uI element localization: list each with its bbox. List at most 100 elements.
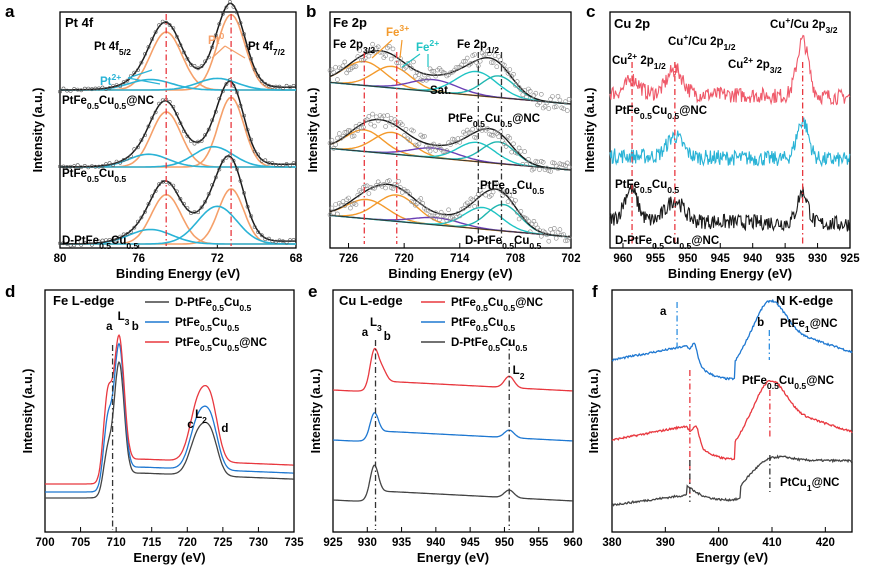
data-point <box>366 53 372 59</box>
data-point <box>416 72 422 77</box>
data-point <box>146 202 151 206</box>
data-point <box>524 95 529 100</box>
x-tick-label: 708 <box>506 253 526 265</box>
data-point <box>527 89 533 94</box>
data-point <box>553 104 559 109</box>
annotation-fe3plus: Fe3+ <box>386 23 409 39</box>
data-point <box>466 203 472 208</box>
data-point <box>507 192 513 198</box>
data-point <box>537 100 542 105</box>
data-point <box>284 83 289 88</box>
spectrum-line <box>609 183 851 232</box>
data-point <box>542 104 548 109</box>
data-point <box>277 163 282 168</box>
data-point <box>284 162 289 166</box>
data-point <box>132 147 137 152</box>
data-point <box>442 212 448 218</box>
data-point <box>520 92 526 97</box>
data-point <box>529 97 535 102</box>
data-point <box>335 135 340 141</box>
data-point <box>331 69 337 75</box>
annotation-fe2plus: Fe2+ <box>416 38 439 54</box>
data-point <box>472 135 477 140</box>
panel-c-frame <box>609 11 851 249</box>
fit-envelope-line <box>329 183 571 238</box>
panel-a-frame <box>59 11 297 249</box>
data-point <box>111 84 116 89</box>
data-point <box>199 139 204 143</box>
data-point <box>364 183 370 189</box>
data-point <box>157 101 162 106</box>
panel-title: Cu L-edge <box>339 293 403 308</box>
data-point <box>351 133 357 139</box>
data-point <box>546 238 552 244</box>
data-point <box>514 150 520 156</box>
data-point <box>466 130 472 135</box>
data-point <box>370 111 375 117</box>
data-point <box>242 191 247 195</box>
data-point <box>213 175 218 180</box>
annotation-a: a <box>106 321 113 333</box>
data-point <box>291 161 296 166</box>
panel-letter: e <box>308 282 317 301</box>
sample-label: PtFe0.5Cu0.5 <box>480 180 544 196</box>
data-point <box>242 113 247 118</box>
data-point <box>86 165 91 170</box>
data-point <box>75 87 80 92</box>
data-point <box>431 215 437 221</box>
data-point <box>553 236 559 241</box>
data-point <box>65 241 70 246</box>
data-point <box>518 149 524 154</box>
sample-label-ptcu1: PtCu1@NC <box>780 477 839 493</box>
data-point <box>333 142 338 147</box>
annotation-sat: Sat. <box>430 85 451 97</box>
data-point <box>383 53 388 59</box>
x-tick-label: 710 <box>107 537 126 549</box>
legend-label: PtFe0.5Cu0.5 <box>175 317 239 333</box>
data-point <box>427 148 433 154</box>
data-point <box>277 238 282 243</box>
data-point <box>224 5 229 10</box>
data-point <box>353 202 359 207</box>
data-point <box>104 162 108 167</box>
data-point <box>242 32 247 37</box>
annotation-cu1-12: Cu+/Cu 2p1/2 <box>668 32 736 52</box>
x-tick-label: 940 <box>743 253 762 265</box>
x-tick-label: 410 <box>762 537 781 549</box>
data-point <box>249 214 254 219</box>
x-tick-label: 945 <box>711 253 731 265</box>
data-point <box>104 87 108 91</box>
data-point <box>505 199 511 204</box>
data-point <box>420 201 426 206</box>
x-tick-label: 730 <box>249 537 268 549</box>
y-axis-label: Intensity (a.u.) <box>31 88 45 173</box>
data-point <box>335 211 340 217</box>
data-point <box>135 145 140 150</box>
data-point <box>346 128 351 133</box>
data-point <box>252 67 257 72</box>
annotation-cu1-32: Cu+/Cu 2p3/2 <box>770 15 838 35</box>
data-point <box>370 185 375 191</box>
data-point <box>153 189 158 193</box>
data-point <box>527 161 533 166</box>
data-point <box>270 239 275 244</box>
data-point <box>210 118 215 123</box>
data-point <box>181 50 186 55</box>
data-point <box>544 100 550 106</box>
data-point <box>348 205 353 211</box>
x-tick-label: 80 <box>54 253 67 265</box>
data-point <box>174 112 179 116</box>
data-point <box>249 57 254 61</box>
data-point <box>111 238 116 243</box>
data-point <box>379 49 385 55</box>
x-tick-label: 72 <box>211 253 224 265</box>
data-point <box>427 213 433 218</box>
data-point <box>167 100 172 104</box>
data-point <box>245 204 250 209</box>
y-axis-label: Intensity (a.u.) <box>583 88 597 173</box>
data-point <box>370 41 375 47</box>
data-point <box>75 240 80 245</box>
data-point <box>431 141 437 147</box>
annotation-a: a <box>660 306 667 318</box>
